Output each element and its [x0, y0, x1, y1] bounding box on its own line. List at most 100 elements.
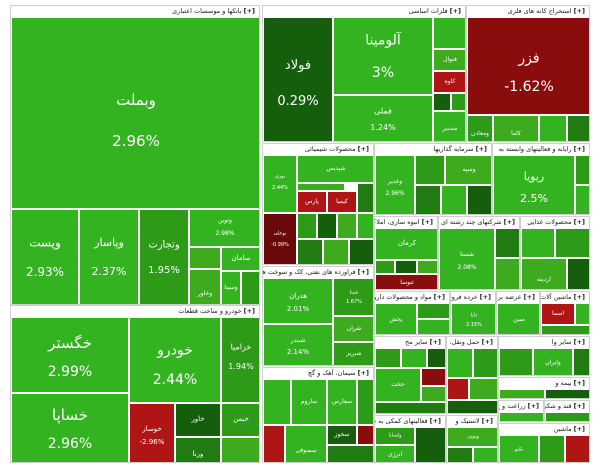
- tile-dana[interactable]: دانا 2.15%: [451, 303, 495, 334]
- sector-mining[interactable]: [+]استخراج کانه های فلزی فزر -1.62% ومعا…: [466, 5, 590, 142]
- tile-pakhsh[interactable]: پخش: [375, 303, 417, 334]
- tile-sekhoz[interactable]: سخوز: [327, 425, 357, 445]
- tile-reyva[interactable]: ریویا 2.5%: [493, 155, 575, 214]
- tile-misc-ph-2[interactable]: [417, 319, 449, 334]
- tile-misc-cem-4[interactable]: [357, 425, 373, 445]
- tile-hedaran[interactable]: هدران 2.01%: [263, 278, 333, 324]
- tile-pars[interactable]: پارس: [297, 191, 327, 213]
- tile-misc-ph-1[interactable]: [417, 303, 449, 319]
- sector-investment[interactable]: [+]سرمایه گذاریها وغدیر 2.96% وسپه: [374, 143, 492, 215]
- sector-affiliated[interactable]: [+]رایانه و فعالیتهای وابسته به ریویا 2.…: [492, 143, 590, 215]
- tile-misc-oth-1[interactable]: [375, 348, 401, 368]
- tile-misc-inv-1[interactable]: [415, 155, 445, 185]
- tile-shdaran[interactable]: شبندر 2.14%: [263, 324, 333, 365]
- tile-misc-food-2[interactable]: [555, 228, 589, 258]
- tile-ghadir[interactable]: وغدیر 2.96%: [375, 155, 415, 214]
- tile-misc-bank-1[interactable]: [189, 247, 221, 269]
- tile-misc-tr-3[interactable]: [447, 378, 469, 400]
- tile-toosa[interactable]: ثنوسا: [375, 274, 437, 289]
- tile-misc-chem-8[interactable]: [323, 239, 349, 264]
- tile-misc-gl-1[interactable]: [539, 435, 565, 462]
- sector-cement[interactable]: [+]سیمان، آهک و گچ ساروم سفارس سصوفی سخو…: [262, 367, 374, 463]
- tile-saddor[interactable]: سدبیر: [433, 111, 465, 141]
- tile-anrjy[interactable]: انرژی: [375, 445, 415, 462]
- tile-kama[interactable]: کاما: [493, 115, 539, 141]
- tile-vnovin[interactable]: ونوین: [447, 427, 497, 447]
- sector-others[interactable]: [+]سایر مح حخت: [374, 336, 446, 414]
- tile-misc-chem-9[interactable]: [349, 239, 373, 264]
- sector-power[interactable]: [+]عرضه برق مبین: [496, 291, 540, 335]
- tile-misc-mp-1[interactable]: [415, 427, 445, 462]
- tile-misc-ins-2[interactable]: [545, 389, 589, 398]
- tile-misc-mining-2[interactable]: [567, 115, 589, 141]
- sector-metal-products[interactable]: [+]فعالیتهای کمکی به نه ولساپا انرژی: [374, 415, 446, 463]
- sector-pharma[interactable]: [+]مواد و محصولات دارویی پخش: [374, 291, 450, 335]
- tile-misc-cem-5[interactable]: [327, 445, 373, 462]
- tile-asma[interactable]: اسما: [541, 303, 575, 325]
- tile-misc-metal-2[interactable]: [433, 93, 451, 111]
- tile-misc-rb-1[interactable]: [447, 447, 473, 462]
- tile-misc-chem-5[interactable]: [337, 213, 357, 239]
- tile-misc-ins-1[interactable]: [499, 389, 545, 398]
- sector-multi[interactable]: [+]شرکتهای چند رشته ای شستا 2.08%: [438, 216, 520, 290]
- tile-misc-oth-6[interactable]: [375, 402, 445, 413]
- tile-vpasar[interactable]: وپاسار 2.37%: [79, 209, 139, 304]
- tile-misc-aff-1[interactable]: [575, 155, 589, 185]
- tile-misc-gl-2[interactable]: [565, 435, 589, 462]
- sector-sugar[interactable]: [+]قند و شکر: [544, 400, 590, 422]
- tile-booshehr[interactable]: بوعلی -0.99%: [263, 213, 297, 264]
- tile-aryan[interactable]: وایران: [533, 348, 573, 375]
- tile-sefars[interactable]: سفارس: [327, 379, 357, 425]
- tile-misc-oth-2[interactable]: [401, 348, 427, 368]
- tile-misc-metal-1[interactable]: [433, 17, 465, 49]
- tile-khavar[interactable]: خاور: [175, 403, 221, 437]
- tile-shebandar[interactable]: شپدیس: [297, 155, 373, 183]
- sector-electrical[interactable]: [+]سایر وا وایران: [498, 336, 590, 376]
- tile-misc-chem-1[interactable]: [297, 183, 345, 191]
- tile-vpost[interactable]: وپست 2.93%: [11, 209, 79, 304]
- tile-misc-oth-4[interactable]: [421, 368, 445, 386]
- tile-misc-chem-3[interactable]: [297, 213, 317, 239]
- tile-misc-inv-3[interactable]: [441, 185, 467, 214]
- tile-fnovol[interactable]: فنوال: [433, 49, 465, 71]
- sector-insurance[interactable]: [+]بیمه و: [498, 377, 590, 399]
- tile-vtejarat[interactable]: وتجارت 1.95%: [139, 209, 189, 304]
- tile-misc-oth-5[interactable]: [421, 386, 445, 402]
- tile-kemp[interactable]: کیمیا: [327, 191, 357, 213]
- tile-misc-cem-1[interactable]: [263, 379, 291, 425]
- sector-auto[interactable]: [+]خودرو و ساخت قطعات خگستر 2.99% خودرو …: [10, 305, 260, 463]
- tile-vtoosin[interactable]: وتوین 2.98%: [189, 209, 259, 247]
- tile-sharan[interactable]: شران: [333, 316, 373, 342]
- tile-misc-sg-1[interactable]: [545, 412, 589, 421]
- tile-fameli[interactable]: فملی 1.24%: [333, 95, 433, 141]
- tile-fazar[interactable]: فزر -1.62%: [467, 17, 589, 115]
- tile-khazamia[interactable]: خزامیا 1.94%: [221, 317, 259, 403]
- tile-misc-tr-2[interactable]: [473, 348, 497, 378]
- tile-khosvaz[interactable]: خوساز -2.96%: [129, 403, 175, 462]
- tile-misc-oth-3[interactable]: [427, 348, 445, 368]
- tile-misc-mach-1[interactable]: [575, 303, 589, 325]
- sector-rubber[interactable]: [+]لاستیک و ونوین: [446, 415, 498, 463]
- tile-khsapa[interactable]: خساپا 2.96%: [11, 393, 129, 462]
- tile-misc-chem-7[interactable]: [297, 239, 323, 264]
- tile-shabdar[interactable]: شبریز: [333, 342, 373, 365]
- tile-misc-metal-3[interactable]: [451, 93, 465, 111]
- sector-transport[interactable]: [+]حمل ونقل، انبارداری: [446, 336, 498, 414]
- sector-retail[interactable]: [+]خرده فروشی دانا 2.15%: [450, 291, 496, 335]
- tile-khodro[interactable]: خودرو 2.44%: [129, 317, 221, 403]
- tile-hkhat[interactable]: حخت: [375, 368, 421, 402]
- tile-vmaaden[interactable]: ومعادن: [467, 115, 493, 141]
- tile-vorna[interactable]: ورنا: [175, 437, 221, 462]
- tile-misc-con-3[interactable]: [417, 260, 437, 274]
- tile-kerman[interactable]: کرمان: [375, 228, 437, 260]
- tile-misc-tr-1[interactable]: [447, 348, 473, 378]
- tile-misc-mining-1[interactable]: [539, 115, 567, 141]
- tile-misc-el-2[interactable]: [573, 348, 589, 375]
- tile-misc-food-1[interactable]: [521, 228, 555, 258]
- tile-misc-el-1[interactable]: [499, 348, 533, 375]
- tile-misc-multi-2[interactable]: [495, 258, 519, 289]
- tile-vkhavar[interactable]: وخاور: [189, 269, 221, 304]
- tile-saman[interactable]: سامان: [221, 247, 259, 271]
- tile-saroom[interactable]: ساروم: [291, 379, 327, 425]
- tile-mabin[interactable]: مبین: [497, 303, 539, 334]
